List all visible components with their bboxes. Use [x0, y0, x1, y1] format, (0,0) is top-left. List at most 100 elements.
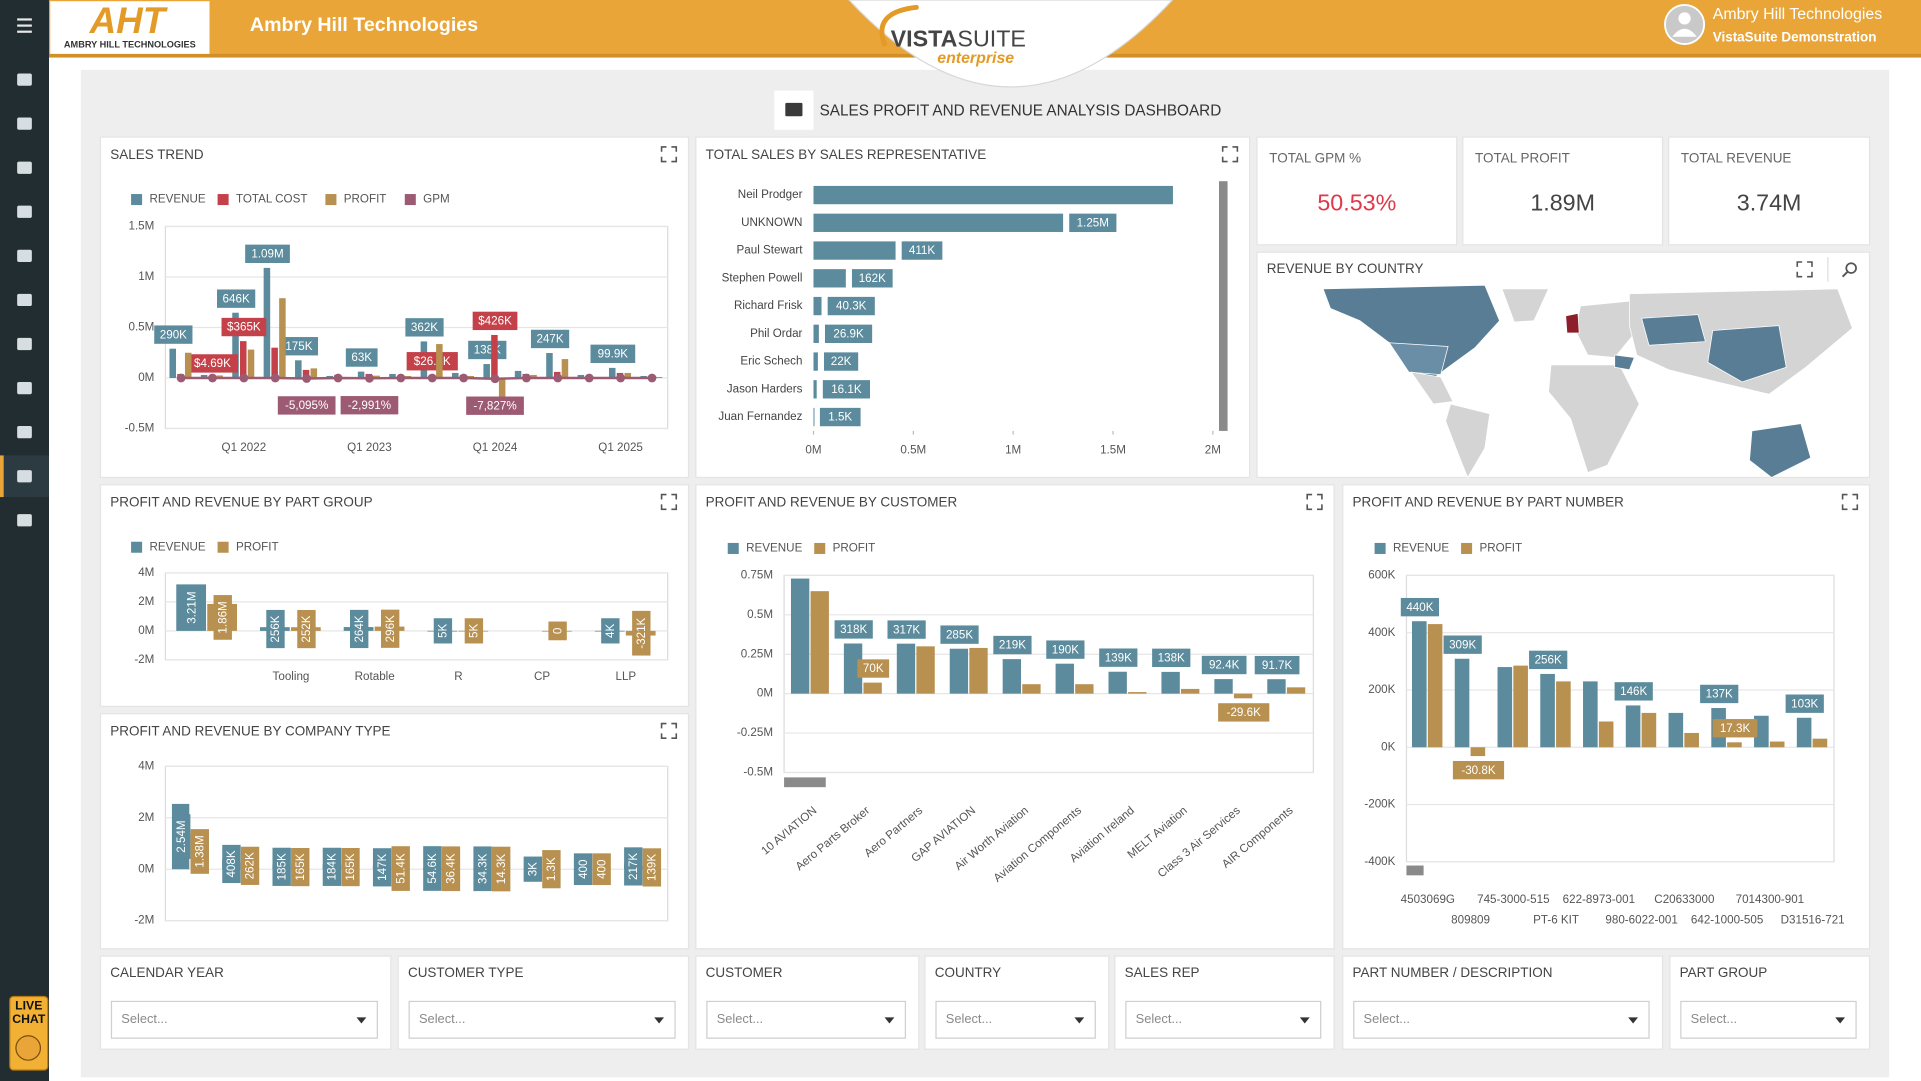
bar [389, 373, 396, 378]
x-tick-label: CP [534, 670, 550, 683]
product-swoosh [879, 4, 919, 47]
bar [813, 352, 818, 371]
value-label-text: 256K [269, 615, 282, 642]
sidebar-icon[interactable] [17, 381, 32, 395]
bar [498, 377, 506, 408]
sidebar-icon[interactable] [17, 161, 32, 174]
sidebar-icon[interactable] [17, 514, 32, 527]
user-subtitle: VistaSuite Demonstration [1713, 30, 1877, 45]
bar [452, 372, 459, 378]
bar [546, 353, 553, 378]
expand-icon[interactable] [1841, 493, 1859, 511]
bar [1002, 659, 1022, 694]
filter-select[interactable] [1353, 1000, 1650, 1039]
value-label-box [834, 620, 873, 639]
value-label-text: 0 [551, 627, 564, 634]
scrollbar[interactable] [1219, 181, 1228, 431]
filter-select[interactable] [110, 1000, 378, 1039]
bar [1286, 687, 1306, 694]
y-tick-label: -0.5M [125, 422, 155, 435]
value-label-box [277, 396, 336, 415]
value-label-text: 34.3K [476, 853, 489, 884]
value-label-text: 103K [1791, 697, 1818, 710]
line-point [333, 373, 343, 383]
y-tick-label: UNKNOWN [741, 216, 802, 229]
filter-caret [356, 1017, 367, 1024]
sidebar-icon[interactable] [17, 117, 32, 130]
sidebar-icon[interactable] [17, 293, 32, 307]
value-label-box [272, 847, 291, 886]
value-label: 3.21M [182, 585, 201, 630]
filter-label: SALES REP [1125, 965, 1200, 980]
filter-select[interactable] [1680, 1000, 1857, 1039]
scrollbar[interactable] [784, 777, 826, 788]
filter-select[interactable] [408, 1000, 676, 1039]
live-chat-mascot [15, 1035, 42, 1061]
sidebar-icon[interactable] [17, 205, 32, 218]
map-region [1641, 314, 1706, 346]
kpi-card [1462, 136, 1664, 246]
legend-swatch [131, 541, 143, 553]
filter-select[interactable] [935, 1000, 1096, 1039]
value-label-box [190, 829, 209, 874]
value-label-text: 247K [536, 333, 563, 346]
filter-select[interactable] [706, 1000, 906, 1039]
bar [1075, 684, 1094, 694]
scrollbar[interactable] [1406, 865, 1424, 876]
value-label-text: 51.4K [394, 853, 407, 884]
bar [1470, 747, 1486, 757]
value-label-box [548, 621, 567, 641]
value-label-text: 262K [244, 852, 257, 879]
expand-icon[interactable] [660, 493, 678, 511]
sidebar-icon[interactable] [17, 73, 32, 86]
x-tick-label: 7014300-901 [1736, 893, 1805, 906]
value-label-box [901, 241, 943, 260]
line-point [239, 373, 249, 383]
y-tick-label: -2M [134, 653, 154, 666]
world-map [1322, 284, 1853, 479]
kpi-title: TOTAL GPM % [1269, 151, 1361, 166]
value-label-text: 411K [909, 244, 936, 257]
value-label-text: 264K [353, 615, 366, 642]
value-label-text: 40.3K [836, 300, 867, 313]
value-label-box [182, 585, 201, 630]
line-point [302, 374, 312, 383]
map-region [1548, 364, 1640, 474]
sidebar-icon[interactable] [17, 249, 32, 262]
expand-icon[interactable] [1221, 146, 1239, 163]
value-label-text: 54.6K [426, 853, 439, 884]
bar [279, 298, 286, 378]
zoom-icon[interactable] [1841, 262, 1857, 278]
expand-icon[interactable] [1306, 493, 1323, 511]
bar [1668, 712, 1684, 748]
sidebar-icon[interactable] [17, 337, 32, 351]
expand-icon-glyph [1841, 493, 1859, 511]
value-label-text: 139K [1105, 651, 1132, 664]
expand-icon[interactable] [1796, 261, 1813, 278]
value-label-text: 646K [223, 292, 250, 305]
y-tick-label: 1M [138, 270, 154, 283]
bar [624, 372, 631, 378]
value-label: 408K [222, 844, 241, 884]
sidebar-icon[interactable] [17, 426, 32, 439]
y-tick-label: -200K [1364, 798, 1395, 811]
value-label-text: 17.3K [1720, 722, 1751, 735]
expand-icon[interactable] [660, 146, 678, 163]
logo-box[interactable] [50, 1, 210, 54]
sidebar-icon[interactable] [17, 470, 32, 483]
filter-caret [1835, 1017, 1846, 1024]
value-label-text: 162K [859, 272, 886, 285]
panels: SALES TREND TOTAL SALES BY SALES REPRESEN… [99, 136, 1871, 1050]
y-tick-label: 0M [138, 862, 154, 875]
y-tick-label: 0.5M [128, 321, 154, 334]
x-tick-label: 622-8973-001 [1563, 893, 1635, 906]
value-label-box [350, 609, 369, 649]
bar [1055, 663, 1074, 694]
expand-icon-glyph [660, 722, 678, 740]
filter-select[interactable] [1125, 1000, 1322, 1039]
expand-icon[interactable] [660, 722, 678, 740]
y-tick-label: 0K [1381, 740, 1395, 753]
y-tick-label: -2M [134, 914, 154, 927]
y-tick-label: 200K [1368, 683, 1395, 696]
